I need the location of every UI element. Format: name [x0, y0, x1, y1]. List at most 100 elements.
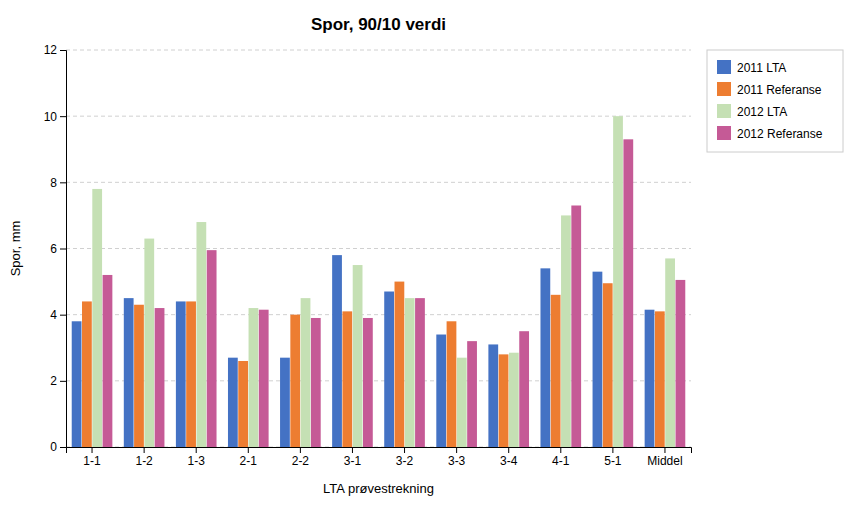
x-tick-mark — [664, 447, 665, 453]
grid — [66, 50, 691, 447]
bar — [488, 344, 498, 447]
bar — [144, 239, 154, 447]
y-tick-mark — [60, 447, 66, 448]
bar — [238, 361, 248, 447]
legend-item: 2012 Referanse — [717, 126, 823, 141]
x-tick-mark — [248, 447, 249, 453]
y-tick: 10 — [44, 110, 66, 124]
bar — [655, 311, 665, 447]
bar — [561, 215, 571, 447]
x-tick-mark — [196, 447, 197, 453]
grid-line — [66, 182, 691, 183]
bar — [645, 310, 655, 447]
x-axis-title: LTA prøvestrekning — [323, 481, 434, 496]
x-tick: Middel — [647, 447, 682, 468]
x-tick-mark — [144, 447, 145, 453]
x-tick-label: 2-2 — [292, 454, 310, 468]
x-tick: 3-4 — [500, 447, 518, 468]
legend-label: 2011 Referanse — [737, 83, 822, 97]
bar — [259, 310, 269, 447]
bar — [509, 353, 519, 447]
bar — [92, 189, 102, 447]
y-tick-label: 12 — [44, 43, 58, 57]
x-tick-label: 1-1 — [83, 454, 101, 468]
bar — [571, 205, 581, 447]
y-tick-mark — [60, 182, 66, 183]
y-tick-mark — [60, 116, 66, 117]
legend-swatch — [717, 126, 731, 140]
y-tick-label: 0 — [50, 440, 57, 454]
y-tick-label: 6 — [50, 242, 57, 256]
bar — [280, 358, 290, 447]
bar — [384, 292, 394, 447]
bar — [457, 358, 467, 447]
bar — [228, 358, 238, 447]
y-tick-label: 4 — [50, 308, 57, 322]
bar — [613, 116, 623, 447]
x-tick-label: 2-1 — [240, 454, 258, 468]
bar — [311, 318, 321, 447]
bar — [540, 268, 550, 447]
y-tick: 6 — [50, 242, 66, 256]
bar — [551, 295, 561, 447]
bar — [447, 321, 457, 447]
y-tick-label: 2 — [50, 374, 57, 388]
y-axis-title: Spor, mm — [8, 221, 23, 277]
legend-label: 2012 LTA — [737, 105, 787, 119]
bar — [436, 335, 446, 447]
bar — [72, 321, 82, 447]
y-tick-label: 10 — [44, 110, 58, 124]
y-tick: 2 — [50, 374, 66, 388]
x-tick: 1-3 — [188, 447, 206, 468]
legend-label: 2011 LTA — [737, 61, 786, 75]
x-tick: 1-2 — [135, 447, 153, 468]
x-tick-mark — [352, 447, 353, 453]
y-axis-line — [60, 51, 67, 448]
bar — [134, 305, 144, 447]
x-tick-label: Middel — [647, 454, 682, 468]
y-tick-mark — [60, 381, 66, 382]
bar — [342, 311, 352, 447]
bar — [665, 258, 675, 447]
legend-frame — [707, 50, 843, 152]
legend-item: 2011 Referanse — [717, 82, 822, 97]
bar — [196, 222, 206, 447]
x-tick-mark — [612, 447, 613, 453]
y-tick-label: 8 — [50, 176, 57, 190]
title: Spor, 90/10 verdi — [311, 15, 446, 34]
x-tick-label: 5-1 — [604, 454, 622, 468]
y-tick-mark — [60, 315, 66, 316]
grid-line — [66, 116, 691, 117]
bar — [676, 280, 686, 447]
x-tick-label: 1-3 — [188, 454, 206, 468]
legend-swatch — [717, 104, 731, 118]
bar — [623, 139, 633, 447]
x-axis-line — [67, 448, 692, 454]
x-tick-mark — [92, 447, 93, 453]
x-tick-label: 3-2 — [396, 454, 414, 468]
x-tick-label: 3-3 — [448, 454, 466, 468]
bar — [207, 250, 217, 447]
bar-series — [92, 116, 675, 447]
x-tick: 3-3 — [448, 447, 466, 468]
grid-line — [66, 50, 691, 51]
chart: 0246810121-11-21-32-12-23-13-23-33-44-15… — [0, 0, 851, 509]
x-tick-mark — [456, 447, 457, 453]
bar — [363, 318, 373, 447]
y-tick: 12 — [44, 43, 66, 57]
x-tick-mark — [560, 447, 561, 453]
plot-area: 0246810121-11-21-32-12-23-13-23-33-44-15… — [44, 43, 843, 467]
x-axis: 1-11-21-32-12-23-13-23-33-44-15-1Middel — [67, 447, 692, 468]
legend-swatch — [717, 82, 731, 96]
bar — [519, 331, 529, 447]
bar — [103, 275, 113, 447]
y-tick-mark — [60, 50, 66, 51]
legend-label: 2012 Referanse — [737, 127, 823, 141]
x-tick: 2-1 — [240, 447, 258, 468]
bar — [395, 282, 405, 447]
x-tick-label: 3-4 — [500, 454, 518, 468]
legend: 2011 LTA 2011 Referanse 2012 LTA 2012 Refer… — [707, 50, 843, 152]
x-tick-mark — [300, 447, 301, 453]
x-tick-mark — [404, 447, 405, 453]
bar — [186, 301, 196, 447]
